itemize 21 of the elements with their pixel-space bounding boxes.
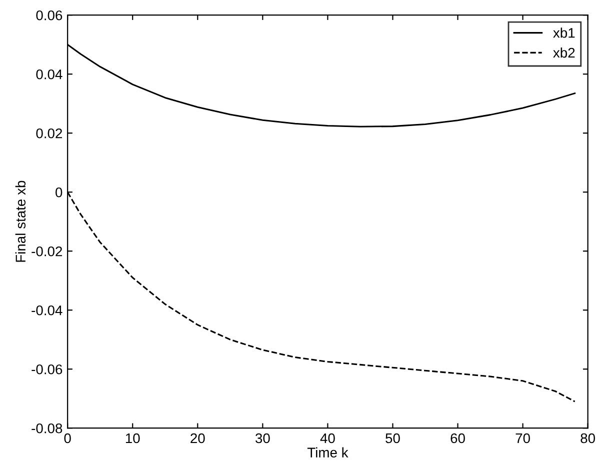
x-tick-label: 60 [450,433,465,444]
x-axis-title: Time k [307,447,348,458]
x-tick-label: 20 [190,433,205,444]
y-tick-label: 0 [56,187,62,198]
y-tick-label: 0.02 [36,128,62,138]
x-tick-label: 10 [126,433,140,444]
y-tick-label: -0.08 [32,423,62,434]
legend-label: xb2 [553,47,575,58]
x-tick-label: 80 [580,433,596,444]
legend-label: xb1 [553,28,575,38]
y-tick-label: -0.04 [32,305,62,316]
y-tick-label: 0.04 [36,69,62,80]
y-tick-label: -0.06 [32,364,62,374]
x-tick-label: 30 [255,433,270,444]
x-tick-label: 0 [64,433,71,444]
y-tick-label: 0.06 [36,10,62,20]
y-tick-label: -0.02 [32,246,62,256]
x-tick-label: 40 [320,433,335,444]
x-tick-label: 50 [386,433,400,444]
y-axis-title: Final state xb [15,180,26,262]
x-tick-label: 70 [516,433,530,444]
